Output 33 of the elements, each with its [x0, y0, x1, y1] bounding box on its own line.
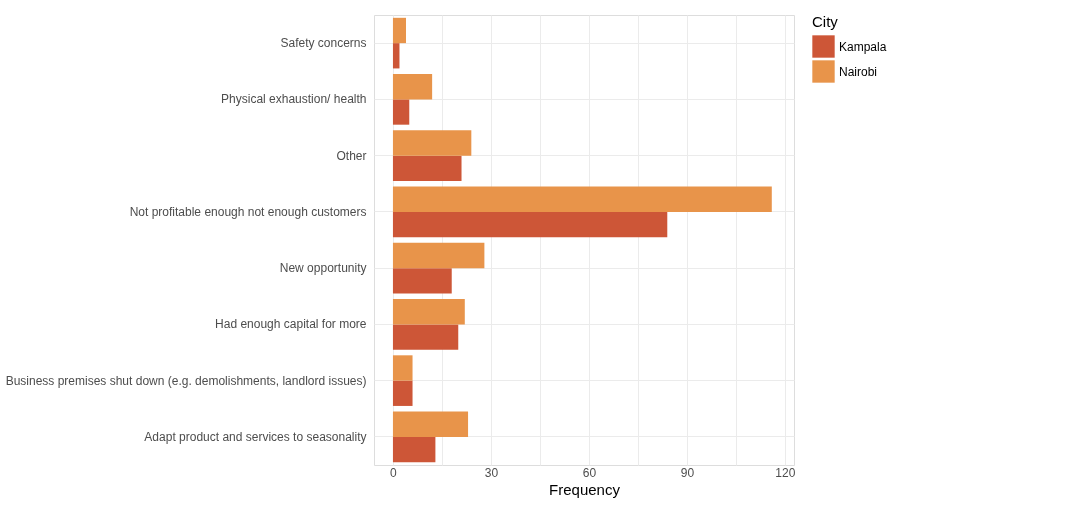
- x-axis-title: Frequency: [549, 480, 621, 498]
- y-tick-label: Had enough capital for more: [215, 317, 367, 332]
- x-tick-label: 90: [680, 465, 695, 480]
- x-tick-label: 120: [775, 465, 796, 480]
- bar: [392, 17, 407, 44]
- legend-title: City: [812, 13, 839, 30]
- bar: [392, 155, 462, 181]
- bar: [392, 380, 413, 406]
- bar: [392, 74, 433, 100]
- x-tick-label: 0: [390, 465, 398, 480]
- bar: [392, 299, 465, 325]
- legend-label: Kampala: [839, 39, 887, 54]
- x-tick-label: 60: [582, 465, 597, 480]
- x-tick-label: 30: [484, 465, 499, 480]
- bar: [392, 411, 469, 437]
- y-tick-label: Business premises shut down (e.g. demolishments, landlord issues): [5, 373, 367, 388]
- bar: [392, 43, 400, 69]
- bar: [392, 324, 459, 350]
- bar: [392, 211, 668, 238]
- bar: [392, 268, 452, 294]
- y-tick-label: New opportunity: [279, 261, 367, 276]
- y-tick-label: Not profitable enough not enough customers: [129, 204, 367, 219]
- y-tick-label: Adapt product and services to seasonality: [144, 429, 367, 444]
- bar: [392, 130, 472, 156]
- bar: [392, 186, 772, 212]
- bar: [392, 99, 410, 125]
- bar: [392, 436, 436, 463]
- legend-label: Nairobi: [839, 64, 878, 79]
- bar: [392, 242, 485, 269]
- bar: [392, 355, 413, 381]
- y-tick-label: Safety concerns: [280, 36, 367, 51]
- y-tick-label: Other: [336, 148, 367, 163]
- y-tick-label: Physical exhaustion/ health: [221, 92, 367, 107]
